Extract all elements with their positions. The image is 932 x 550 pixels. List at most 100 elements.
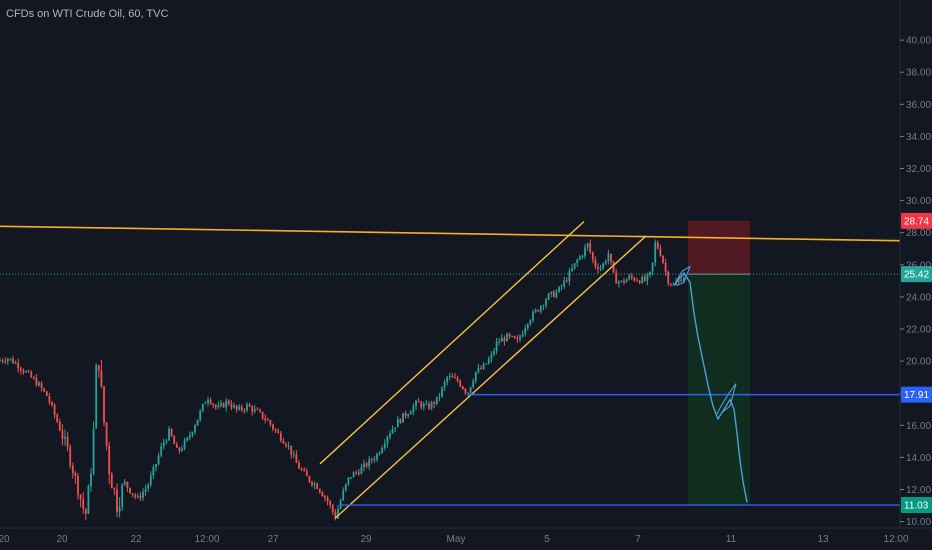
candle-body <box>123 481 126 485</box>
candle-body <box>149 475 152 485</box>
candle-body <box>446 377 449 382</box>
candle-body <box>90 473 92 487</box>
candle-body <box>368 459 371 467</box>
y-tick-label: 28.00 <box>906 228 931 239</box>
candle-body <box>534 309 537 312</box>
candle-body <box>35 378 38 386</box>
candle-body <box>576 259 579 264</box>
candle-body <box>329 501 332 506</box>
candle-body <box>532 311 534 321</box>
candle-body <box>45 391 48 396</box>
pattern-flag-top <box>673 265 692 287</box>
candle-body <box>266 419 269 421</box>
candle-body <box>581 255 584 257</box>
candle-body <box>456 377 459 381</box>
candle-body <box>157 455 160 465</box>
candle-body <box>217 405 220 408</box>
candle-body <box>251 406 254 412</box>
stop-price-tag <box>901 212 932 229</box>
resistance-trendline[interactable] <box>0 225 901 242</box>
candle-body <box>656 242 659 249</box>
candle-body <box>373 459 376 461</box>
candle-body <box>285 443 287 446</box>
candle-body <box>386 436 389 444</box>
candle-body <box>493 351 495 355</box>
candle-body <box>599 268 602 270</box>
candle-body <box>264 418 267 420</box>
candle-body <box>298 462 300 469</box>
candle-body <box>222 403 225 408</box>
candle-body <box>404 413 407 417</box>
candle-body <box>64 436 66 439</box>
entry-price-label: 25.42 <box>904 270 929 281</box>
candle-body <box>654 242 657 263</box>
candle-body <box>318 489 321 493</box>
candle-body <box>555 292 558 297</box>
candle-body <box>160 446 163 456</box>
projection-path[interactable] <box>675 271 748 503</box>
stop-loss-zone[interactable] <box>688 220 750 275</box>
candle-body <box>459 380 462 387</box>
candle-body <box>659 248 662 256</box>
candle-body <box>212 403 215 405</box>
candle-body <box>6 358 9 362</box>
candle-body <box>17 362 20 369</box>
candle-body <box>4 361 7 363</box>
channel-upper-line[interactable] <box>319 220 585 465</box>
candle-body <box>370 459 373 461</box>
y-tick-label: 30.00 <box>906 196 931 207</box>
candle-body <box>82 499 85 509</box>
candle-body <box>214 404 217 408</box>
candle-body <box>638 280 641 284</box>
y-tick-label: 12.00 <box>906 485 931 496</box>
candle-body <box>677 279 680 283</box>
candle-body <box>360 467 363 475</box>
candle-body <box>77 475 79 495</box>
candle-body <box>389 433 391 437</box>
candle-body <box>246 404 248 411</box>
candle-body <box>430 402 433 409</box>
candle-body <box>615 272 618 284</box>
candle-body <box>451 376 454 378</box>
candle-body <box>464 389 467 393</box>
channel-lower-line[interactable] <box>334 235 647 519</box>
candle-body <box>66 436 69 447</box>
candle-body <box>506 333 508 342</box>
candle-body <box>474 372 477 381</box>
candle-body <box>682 277 685 282</box>
candle-body <box>545 299 547 306</box>
candle-body <box>485 363 488 365</box>
candle-body <box>220 403 222 406</box>
candle-body <box>337 508 339 519</box>
candle-body <box>311 481 313 486</box>
target-price-label: 11.03 <box>904 501 929 512</box>
candle-body <box>113 488 116 490</box>
candle-body <box>243 409 246 411</box>
candle-body <box>58 421 61 431</box>
candle-body <box>402 413 404 423</box>
candle-body <box>1 360 4 362</box>
stop-price-label: 28.74 <box>904 216 929 227</box>
candle-body <box>147 484 150 489</box>
candle-body <box>482 364 485 369</box>
candle-body <box>425 403 428 405</box>
candle-body <box>628 275 631 280</box>
take-profit-zone[interactable] <box>688 274 750 506</box>
candle-body <box>649 271 651 275</box>
candle-body <box>136 495 139 497</box>
candle-body <box>378 452 381 454</box>
candle-body <box>207 399 209 403</box>
candle-body <box>610 253 612 262</box>
candle-body <box>409 412 412 415</box>
candle-body <box>100 370 103 387</box>
candle-body <box>48 395 51 403</box>
candle-body <box>282 440 285 444</box>
candle-body <box>110 473 113 489</box>
candle-body <box>209 399 212 404</box>
candle-body <box>144 488 147 492</box>
candle-body <box>438 396 441 398</box>
candle-body <box>53 404 56 415</box>
candle-body <box>495 341 498 352</box>
